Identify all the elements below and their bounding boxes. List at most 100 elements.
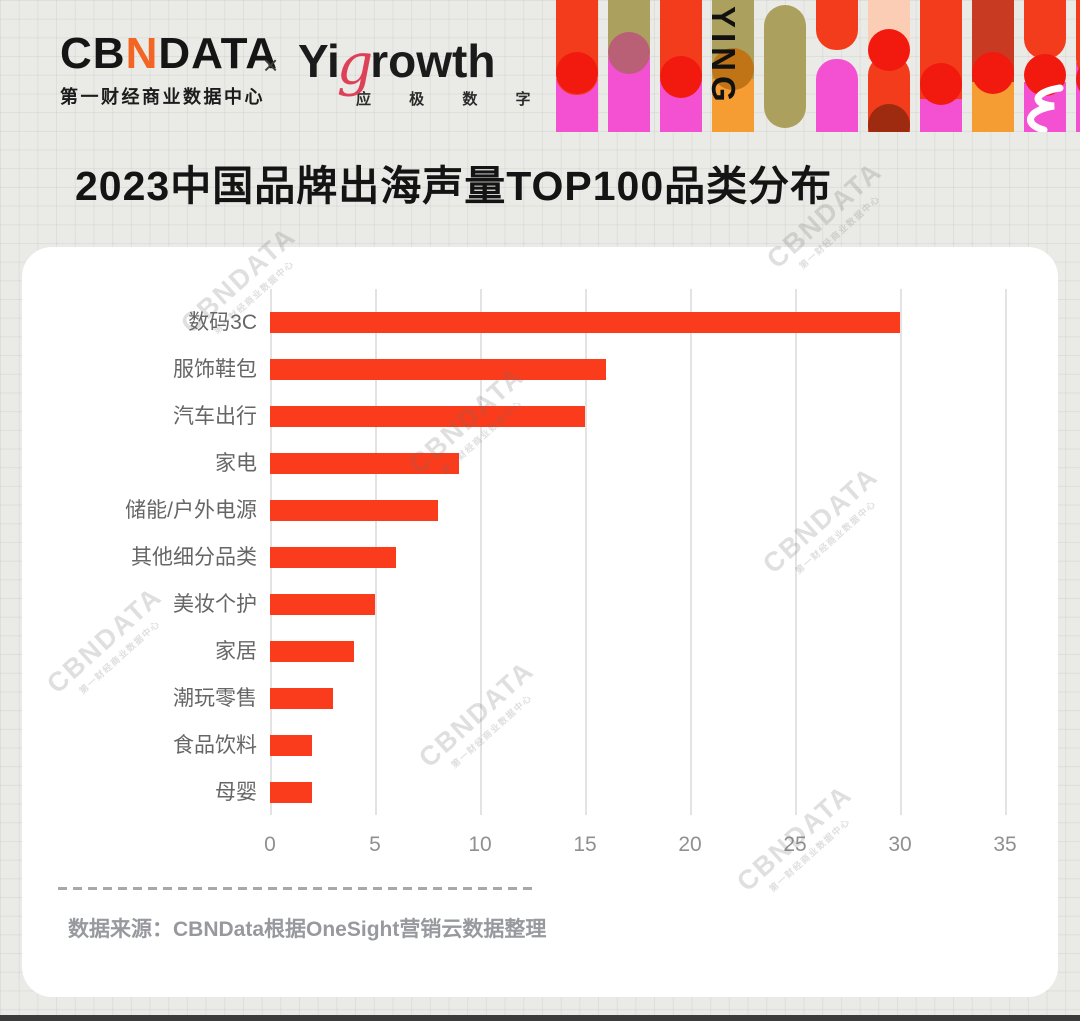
bar [270, 782, 312, 803]
bottom-edge-bar [0, 1015, 1080, 1021]
category-label: 其他细分品类 [131, 546, 257, 569]
chart-row: 食品饮料 [22, 722, 1005, 769]
collaboration-x-icon: × [263, 50, 279, 80]
banner-column [1076, 0, 1080, 132]
banner-column [764, 0, 806, 132]
chart-card: 数码3C 服饰鞋包汽车出行家电储能/户外电源 其他细分品类美妆个护家居潮玩零售食品饮… [22, 221, 1058, 997]
banner-circle [556, 51, 598, 94]
banner-circle [712, 47, 754, 90]
banner-circle [1076, 58, 1080, 101]
yigrowth-logo-subtitle: 应 极 数 字 [356, 90, 548, 108]
squiggle-icon [1027, 84, 1064, 132]
x-tick-label: 25 [783, 833, 807, 856]
cbndata-wordmark-n: N [125, 29, 159, 78]
category-label: 潮玩零售 [173, 687, 257, 710]
bar-track [270, 769, 1005, 816]
bar [270, 641, 354, 662]
chart-row: 美妆个护 [22, 581, 1005, 628]
banner-circle [920, 63, 962, 106]
yigrowth-wordmark: Yigrowth [298, 26, 548, 98]
banner-column [868, 0, 910, 132]
x-axis: 0 5 10 15 20 25 30 35 [264, 833, 1017, 861]
x-tick-label: 0 [264, 833, 276, 856]
banner-circle [868, 104, 910, 132]
gridline [690, 289, 692, 815]
bar-track [270, 440, 1005, 487]
chart-row: 潮玩零售 [22, 675, 1005, 722]
bar [270, 688, 333, 709]
bar-track [270, 393, 1005, 440]
yigrowth-wordmark-g: g [336, 32, 374, 98]
cbndata-wordmark: CBNDATA [60, 32, 278, 76]
yigrowth-wordmark-suffix: rowth [370, 35, 496, 87]
x-tick-label: 35 [993, 833, 1017, 856]
cbndata-wordmark-prefix: CB [60, 29, 126, 78]
chart-row: 服饰鞋包 [22, 346, 1005, 393]
decorative-banner: YING [556, 0, 1080, 132]
gridline [480, 289, 482, 815]
banner-column [712, 0, 754, 132]
category-label: 汽车出行 [173, 405, 257, 428]
banner-column [972, 0, 1014, 132]
bar [270, 547, 396, 568]
cbndata-wordmark-suffix: DATA [158, 29, 279, 78]
chart-row: 汽车出行 [22, 393, 1005, 440]
banner-vertical-text: YING [705, 6, 742, 107]
page-title: 2023中国品牌出海声量TOP100品类分布 [75, 163, 833, 209]
yigrowth-logo: Yigrowth 应 极 数 字 [298, 26, 548, 109]
banner-column [608, 0, 650, 132]
bar-chart: 数码3C 服饰鞋包汽车出行家电储能/户外电源 其他细分品类美妆个护家居潮玩零售食品饮… [22, 299, 1005, 816]
category-label: 美妆个护 [173, 593, 257, 616]
cbndata-logo: CBNDATA 第一财经商业数据中心 [60, 32, 278, 109]
gridline [900, 289, 902, 815]
x-tick-label: 15 [573, 833, 597, 856]
bar-track [270, 534, 1005, 581]
category-label: 数码3C [188, 311, 257, 334]
bar [270, 735, 312, 756]
banner-circle [972, 51, 1014, 94]
bar [270, 312, 900, 333]
banner-column [660, 0, 702, 132]
gridline [585, 289, 587, 815]
category-label: 母婴 [215, 781, 257, 804]
bar-track [270, 487, 1005, 534]
bar [270, 453, 459, 474]
chart-row: 储能/户外电源 [22, 487, 1005, 534]
chart-row: 其他细分品类 [22, 534, 1005, 581]
category-label: 家居 [215, 640, 257, 663]
category-label: 食品饮料 [173, 734, 257, 757]
chart-row: 家电 [22, 440, 1005, 487]
bar-track [270, 722, 1005, 769]
x-tick-label: 30 [888, 833, 912, 856]
bar [270, 500, 438, 521]
chart-row: 母婴 [22, 769, 1005, 816]
bar-track [270, 299, 1005, 346]
bar [270, 594, 375, 615]
chart-row: 家居 [22, 628, 1005, 675]
category-label: 服饰鞋包 [173, 358, 257, 381]
x-tick-label: 5 [369, 833, 381, 856]
yigrowth-wordmark-prefix: Yi [298, 35, 340, 87]
x-tick-label: 10 [468, 833, 492, 856]
gridline [795, 289, 797, 815]
bar [270, 359, 606, 380]
cbndata-logo-subtitle: 第一财经商业数据中心 [60, 87, 265, 107]
x-tick-label: 20 [678, 833, 702, 856]
data-source-note: 数据来源：CBNData根据OneSight营销云数据整理 [68, 918, 547, 941]
bar [270, 406, 585, 427]
dashed-divider [58, 887, 538, 890]
banner-column [920, 0, 962, 132]
bar-track [270, 346, 1005, 393]
banner-column [816, 0, 858, 132]
category-label: 家电 [215, 452, 257, 475]
bar-track [270, 628, 1005, 675]
gridline [1005, 289, 1007, 815]
chart-row: 数码3C [22, 299, 1005, 346]
bar-track [270, 581, 1005, 628]
category-label: 储能/户外电源 [125, 499, 257, 522]
banner-column [556, 0, 598, 132]
banner-circle [660, 55, 702, 98]
banner-circle [868, 29, 910, 72]
banner-circle [608, 31, 650, 74]
